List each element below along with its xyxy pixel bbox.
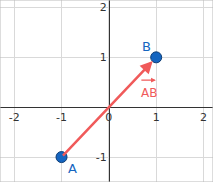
svg-text:0: 0	[105, 111, 112, 124]
svg-text:2: 2	[200, 111, 207, 124]
svg-text:2: 2	[100, 1, 107, 14]
svg-text:1: 1	[153, 111, 160, 124]
svg-text:A: A	[68, 161, 77, 176]
svg-text:-1: -1	[56, 111, 67, 124]
svg-text:1: 1	[100, 51, 107, 64]
svg-text:AB: AB	[141, 86, 157, 100]
svg-text:-2: -2	[9, 111, 20, 124]
svg-text:B: B	[142, 39, 151, 54]
svg-text:-1: -1	[96, 151, 107, 164]
